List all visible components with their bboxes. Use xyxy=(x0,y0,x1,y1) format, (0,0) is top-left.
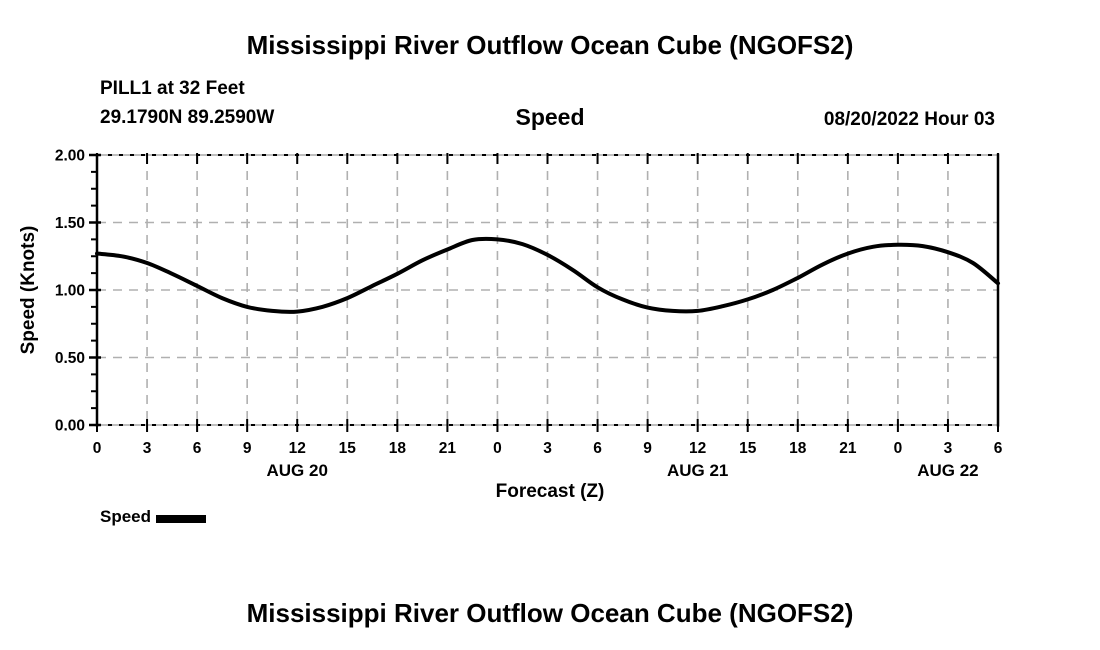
x-tick-label: 12 xyxy=(689,440,706,457)
x-tick-label: 18 xyxy=(789,440,807,457)
x-tick-label: 0 xyxy=(93,440,102,457)
y-tick-label: 0.50 xyxy=(55,350,85,367)
x-tick-label: 21 xyxy=(839,440,857,457)
x-tick-label: 6 xyxy=(994,440,1003,457)
x-tick-label: 0 xyxy=(493,440,502,457)
chart-title: Speed xyxy=(515,104,585,130)
x-tick-label: 0 xyxy=(894,440,903,457)
y-tick-label: 1.50 xyxy=(55,215,85,232)
station-coordinates: 29.1790N 89.2590W xyxy=(100,107,275,128)
x-tick-label: 12 xyxy=(289,440,306,457)
x-tick-label: 6 xyxy=(193,440,202,457)
x-day-label: AUG 21 xyxy=(667,461,728,480)
x-tick-label: 9 xyxy=(643,440,652,457)
x-tick-label: 3 xyxy=(543,440,552,457)
page-title-top: Mississippi River Outflow Ocean Cube (NG… xyxy=(246,30,854,60)
station-name: PILL1 at 32 Feet xyxy=(100,78,245,99)
x-tick-label: 3 xyxy=(944,440,953,457)
y-axis-label: Speed (Knots) xyxy=(18,225,39,355)
x-tick-label: 9 xyxy=(243,440,252,457)
speed-curve xyxy=(95,236,1000,314)
legend: Speed xyxy=(100,507,207,527)
y-tick-label: 0.00 xyxy=(55,418,85,435)
x-day-label: AUG 22 xyxy=(917,461,978,480)
x-tick-label: 15 xyxy=(339,440,357,457)
x-tick-label: 6 xyxy=(593,440,602,457)
y-tick-label: 1.00 xyxy=(55,283,85,300)
legend-swatch xyxy=(156,514,207,523)
legend-label: Speed xyxy=(100,507,152,526)
page-title-bottom: Mississippi River Outflow Ocean Cube (NG… xyxy=(246,598,854,628)
x-tick-label: 15 xyxy=(739,440,757,457)
x-day-label: AUG 20 xyxy=(267,461,328,480)
datetime-label: 08/20/2022 Hour 03 xyxy=(823,109,995,130)
x-tick-label: 21 xyxy=(439,440,457,457)
x-tick-label: 3 xyxy=(143,440,152,457)
x-tick-label: 18 xyxy=(389,440,407,457)
y-tick-label: 2.00 xyxy=(55,148,85,165)
x-axis-label: Forecast (Z) xyxy=(495,481,605,502)
